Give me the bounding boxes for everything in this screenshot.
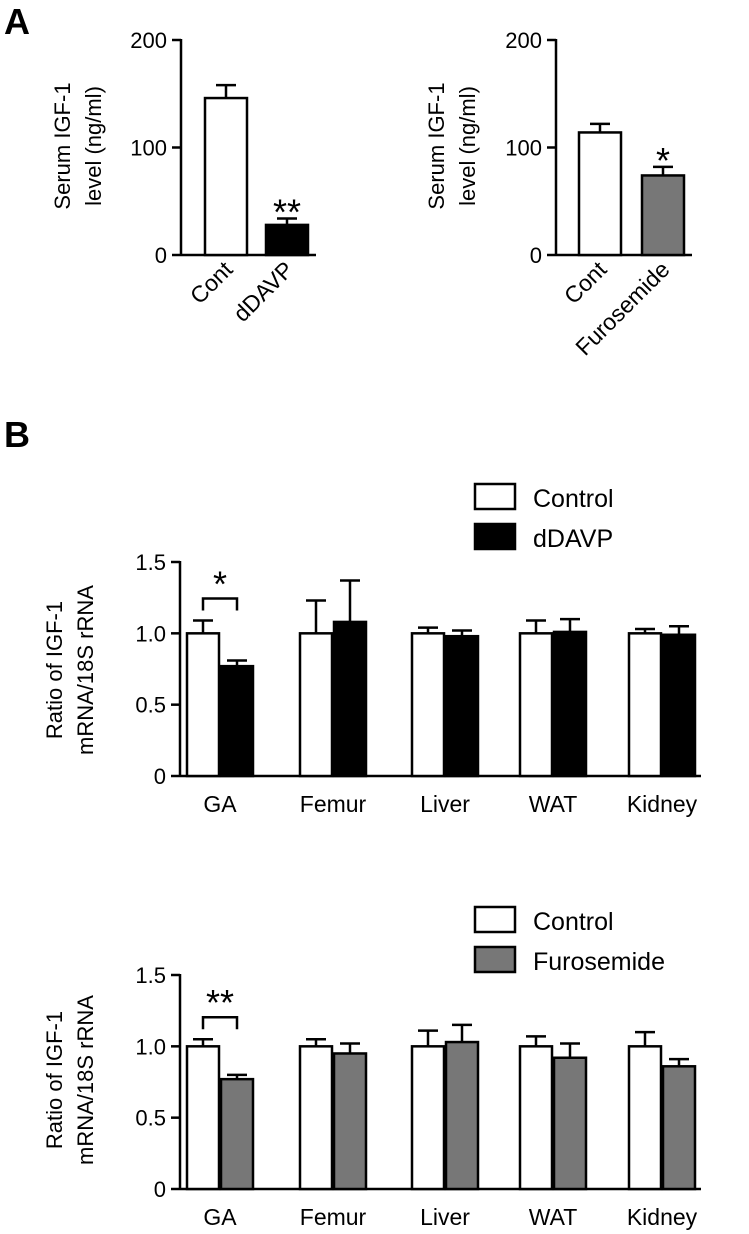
y-tick-label: 0 xyxy=(530,243,542,268)
y-axis-label: mRNA/18S rRNA xyxy=(73,585,98,755)
bar-furosemide xyxy=(219,1077,255,1191)
y-tick-label: 0 xyxy=(154,1177,166,1202)
panel-label-b: B xyxy=(4,414,30,455)
x-tick-label: dDAVP xyxy=(228,256,299,327)
y-axis-label: level (ng/ml) xyxy=(455,86,480,206)
y-tick-label: 0.5 xyxy=(135,1106,166,1131)
legend-label: Furosemide xyxy=(533,948,665,976)
bar-control xyxy=(185,632,221,778)
bar-ddavp xyxy=(552,630,588,778)
x-tick-label: Femur xyxy=(300,791,367,817)
legend-swatch-control xyxy=(473,482,517,511)
y-tick-label: 0 xyxy=(154,764,166,789)
legend-label: Control xyxy=(533,485,614,513)
x-tick-label: GA xyxy=(203,791,237,817)
bar-control xyxy=(298,1045,334,1191)
legend-swatch-control xyxy=(473,905,517,934)
bar-ddavp xyxy=(444,634,480,778)
x-tick-label: Kidney xyxy=(627,1204,698,1230)
chart-serum-dDAVP: 0 100 200 Serum IGF-1 level (ng/ml) ContdDAVP… xyxy=(50,28,316,327)
x-tick-label: Cont xyxy=(185,256,238,309)
chart-mrna-furosemide: 0 0.5 1.0 1.5 Ratio of IGF-1 mRNA/18S rRNA GA F… xyxy=(42,905,701,1230)
x-tick-label: Femur xyxy=(300,1204,367,1230)
bar-control xyxy=(410,1045,446,1191)
y-tick-label: 0.5 xyxy=(135,693,166,718)
y-tick-label: 1.5 xyxy=(135,550,166,575)
y-axis-label: level (ng/ml) xyxy=(81,86,106,206)
bar-control xyxy=(410,632,446,778)
bar-furosemide xyxy=(444,1040,480,1191)
y-tick-label: 1.0 xyxy=(135,1034,166,1059)
y-axis-label: mRNA/18S rRNA xyxy=(73,995,98,1165)
y-axis-label: Ratio of IGF-1 xyxy=(42,601,67,739)
bar-control xyxy=(185,1045,221,1191)
y-tick-label: 0 xyxy=(155,243,167,268)
bar-ddavp xyxy=(661,633,697,778)
y-tick-label: 1.5 xyxy=(135,963,166,988)
y-axis-label: Serum IGF-1 xyxy=(424,82,449,209)
bar-furosemide xyxy=(552,1056,588,1191)
y-tick-label: 200 xyxy=(130,28,167,53)
y-axis-label: Serum IGF-1 xyxy=(50,82,75,209)
bar-ddavp xyxy=(264,223,310,257)
legend-label: dDAVP xyxy=(533,525,613,553)
bar-control xyxy=(298,632,334,778)
chart-mrna-dDAVP: 0 0.5 1.0 1.5 Ratio of IGF-1 mRNA/18S rRNA GA F… xyxy=(42,482,701,817)
significance-marker: * xyxy=(656,140,670,181)
bar-ddavp xyxy=(219,664,255,778)
y-axis-label: Ratio of IGF-1 xyxy=(42,1011,67,1149)
bar-furosemide xyxy=(332,1052,368,1191)
bar-furosemide xyxy=(640,174,686,257)
significance-marker: ** xyxy=(206,982,234,1023)
x-tick-label: Liver xyxy=(420,1204,470,1230)
significance-bracket xyxy=(201,1015,239,1030)
bar-furosemide xyxy=(661,1065,697,1191)
significance-marker: * xyxy=(213,563,227,604)
bar-cont xyxy=(577,131,623,257)
legend-swatch-ddavp xyxy=(473,522,517,551)
bar-control xyxy=(518,632,554,778)
bar-control xyxy=(627,1045,663,1191)
bar-ddavp xyxy=(332,620,368,778)
significance-bracket xyxy=(201,597,239,611)
bar-control xyxy=(518,1045,554,1191)
x-tick-label: GA xyxy=(203,1204,237,1230)
bar-cont xyxy=(203,96,249,257)
x-tick-label: Cont xyxy=(559,256,612,309)
y-tick-label: 200 xyxy=(505,28,542,53)
x-tick-label: WAT xyxy=(529,1204,578,1230)
panel-label-a: A xyxy=(4,1,30,42)
y-tick-label: 100 xyxy=(505,136,542,161)
x-tick-label: Liver xyxy=(420,791,470,817)
x-tick-label: Kidney xyxy=(627,791,698,817)
bar-control xyxy=(627,632,663,778)
y-tick-label: 100 xyxy=(130,136,167,161)
x-tick-label: WAT xyxy=(529,791,578,817)
y-tick-label: 1.0 xyxy=(135,621,166,646)
legend-label: Control xyxy=(533,908,614,936)
significance-marker: ** xyxy=(273,191,301,232)
legend-swatch-furosemide xyxy=(473,945,517,974)
